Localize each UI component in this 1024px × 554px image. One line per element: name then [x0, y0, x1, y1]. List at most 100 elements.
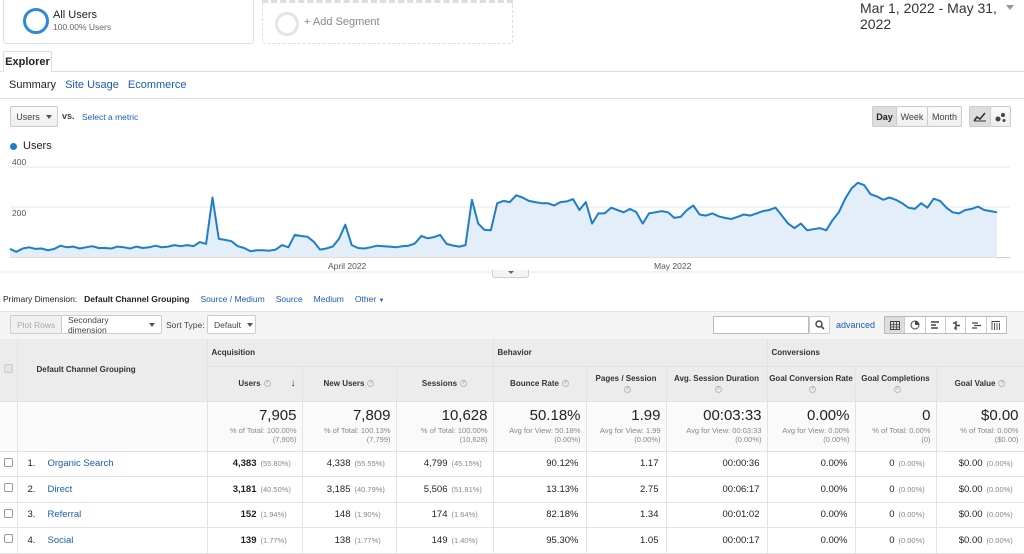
view-term-cloud-button[interactable] — [966, 317, 987, 333]
row-channel-link[interactable]: Referral — [47, 509, 82, 521]
row-pages-session: 1.05 — [586, 527, 667, 554]
plot-rows-button[interactable]: Plot Rows — [10, 315, 63, 334]
segment-title: All Users — [53, 9, 98, 21]
advanced-filter-link[interactable]: advanced — [836, 320, 876, 330]
cell-pct: (40.79%) — [354, 484, 385, 494]
subtab-ecommerce[interactable]: Ecommerce — [127, 79, 187, 91]
help-icon[interactable]: ? — [998, 380, 1006, 388]
subtab-site-usage[interactable]: Site Usage — [65, 79, 119, 91]
chart-collapse-handle[interactable] — [492, 270, 529, 278]
date-range-caret-icon[interactable] — [1006, 5, 1014, 10]
total-sub: (7,905) — [272, 434, 297, 444]
group-conversions: Conversions — [767, 339, 1024, 367]
view-percentage-button[interactable] — [905, 317, 926, 333]
row-goal-value: $0.00 (0.00%) — [936, 527, 1024, 554]
line-chart-icon — [973, 112, 986, 122]
total-value: $0.00 — [980, 406, 1019, 424]
view-performance-button[interactable] — [926, 317, 946, 333]
add-segment-card[interactable]: + Add Segment — [262, 0, 513, 44]
select-all-checkbox[interactable] — [4, 364, 13, 374]
granularity-month-button[interactable]: Month — [927, 106, 962, 127]
col-pages-session[interactable]: Pages / Session? — [586, 366, 667, 402]
row-channel-link[interactable]: Organic Search — [47, 458, 114, 470]
help-icon[interactable]: ? — [714, 385, 722, 393]
col-sessions[interactable]: Sessions? — [396, 366, 494, 402]
dimension-source-medium[interactable]: Source / Medium — [200, 294, 265, 304]
view-data-table-button[interactable] — [885, 317, 906, 333]
users-line-chart[interactable] — [0, 150, 1024, 280]
row-goal-conv-rate: 0.00% — [767, 451, 856, 477]
row-checkbox[interactable] — [3, 508, 13, 518]
secondary-dimension-dropdown[interactable]: Secondary dimension — [61, 315, 162, 335]
dimension-source[interactable]: Source — [275, 294, 303, 304]
dimension-other[interactable]: Other ▼ — [355, 294, 385, 304]
chevron-down-icon — [45, 114, 52, 119]
col-avg-session-duration-label: Avg. Session Duration — [673, 373, 760, 383]
sort-type-label: Sort Type: — [166, 320, 205, 330]
tab-explorer[interactable]: Explorer — [3, 51, 52, 72]
view-pivot-button[interactable] — [987, 317, 1006, 333]
line-chart-view-button[interactable] — [969, 106, 991, 127]
row-sessions: 174 (1.64%) — [396, 502, 494, 528]
cell-value: 3,185 — [326, 483, 351, 495]
total-sub: % of Total: 100.00% — [420, 425, 488, 435]
help-icon[interactable]: ? — [561, 380, 569, 388]
total-pages-session: 1.99 Avg for View: 1.99 (0.00%) — [586, 401, 667, 452]
table-toolbar — [0, 311, 1024, 339]
cell-value: 0 — [889, 509, 895, 521]
help-icon[interactable]: ? — [460, 380, 468, 388]
row-checkbox[interactable] — [3, 457, 13, 467]
col-goal-value[interactable]: Goal Value? — [936, 366, 1024, 402]
total-sub: Avg for View: 50.18% — [509, 425, 581, 435]
row-bounce-rate: 82.18% — [493, 502, 587, 528]
cell-value: $0.00 — [958, 509, 983, 521]
col-goal-completions-label: Goal Completions — [861, 373, 930, 383]
date-range-selector[interactable]: Mar 1, 2022 - May 31, 2022 — [860, 0, 997, 32]
table-row: 1. Organic Search 4,383 (55.80%) 4,338 (55.55… — [0, 451, 1024, 477]
cell-value: 0 — [889, 534, 895, 546]
help-icon[interactable]: ? — [624, 385, 631, 393]
segment-ring-icon — [23, 8, 49, 34]
col-goal-conversion-rate[interactable]: Goal Conversion Rate? — [767, 366, 856, 402]
row-channel-link[interactable]: Direct — [47, 483, 73, 495]
col-goal-completions[interactable]: Goal Completions? — [855, 366, 937, 402]
cell-pct: (45.15%) — [451, 459, 482, 469]
table-search-input[interactable] — [713, 316, 809, 334]
subtab-summary[interactable]: Summary — [9, 79, 57, 91]
row-goal-completions: 0 (0.00%) — [855, 476, 937, 503]
motion-chart-view-button[interactable] — [990, 106, 1011, 127]
chevron-down-icon — [246, 322, 253, 327]
help-icon[interactable]: ? — [893, 385, 901, 393]
sort-desc-icon[interactable]: ↓ — [290, 377, 296, 389]
metric-dropdown[interactable]: Users — [10, 106, 58, 127]
row-avg-duration: 00:01:02 — [666, 502, 768, 528]
help-icon[interactable]: ? — [809, 385, 816, 393]
col-bounce-rate[interactable]: Bounce Rate? — [493, 366, 587, 402]
sort-type-dropdown[interactable]: Default — [207, 315, 256, 334]
granularity-week-button[interactable]: Week — [896, 106, 928, 127]
col-new-users[interactable]: New Users? — [302, 366, 397, 402]
help-icon[interactable]: ? — [367, 380, 375, 388]
row-avg-duration: 00:00:17 — [666, 527, 768, 554]
help-icon[interactable]: ? — [263, 380, 271, 388]
row-checkbox[interactable] — [3, 534, 13, 544]
table-search-button[interactable] — [809, 316, 830, 334]
view-comparison-button[interactable] — [946, 317, 967, 333]
cell-value: $0.00 — [958, 534, 983, 546]
row-checkbox-cell — [0, 476, 18, 503]
total-sub: % of Total: 100.13% — [323, 425, 391, 435]
row-new-users: 3,185 (40.79%) — [302, 476, 397, 503]
dimension-medium[interactable]: Medium — [313, 294, 344, 304]
select-metric-link[interactable]: Select a metric — [82, 112, 139, 122]
col-users[interactable]: Users? ↓ — [207, 366, 303, 402]
pie-icon — [910, 320, 920, 330]
dimension-header[interactable]: Default Channel Grouping — [17, 339, 208, 402]
row-checkbox[interactable] — [3, 483, 13, 493]
granularity-day-button[interactable]: Day — [872, 106, 897, 127]
row-bounce-rate: 90.12% — [493, 451, 587, 477]
row-pages-session: 1.17 — [586, 451, 667, 477]
row-channel-link[interactable]: Social — [47, 534, 74, 546]
total-sub: ($0.00) — [994, 434, 1019, 444]
col-avg-session-duration[interactable]: Avg. Session Duration? — [666, 366, 768, 402]
segment-all-users[interactable]: All Users 100.00% Users — [3, 0, 254, 44]
